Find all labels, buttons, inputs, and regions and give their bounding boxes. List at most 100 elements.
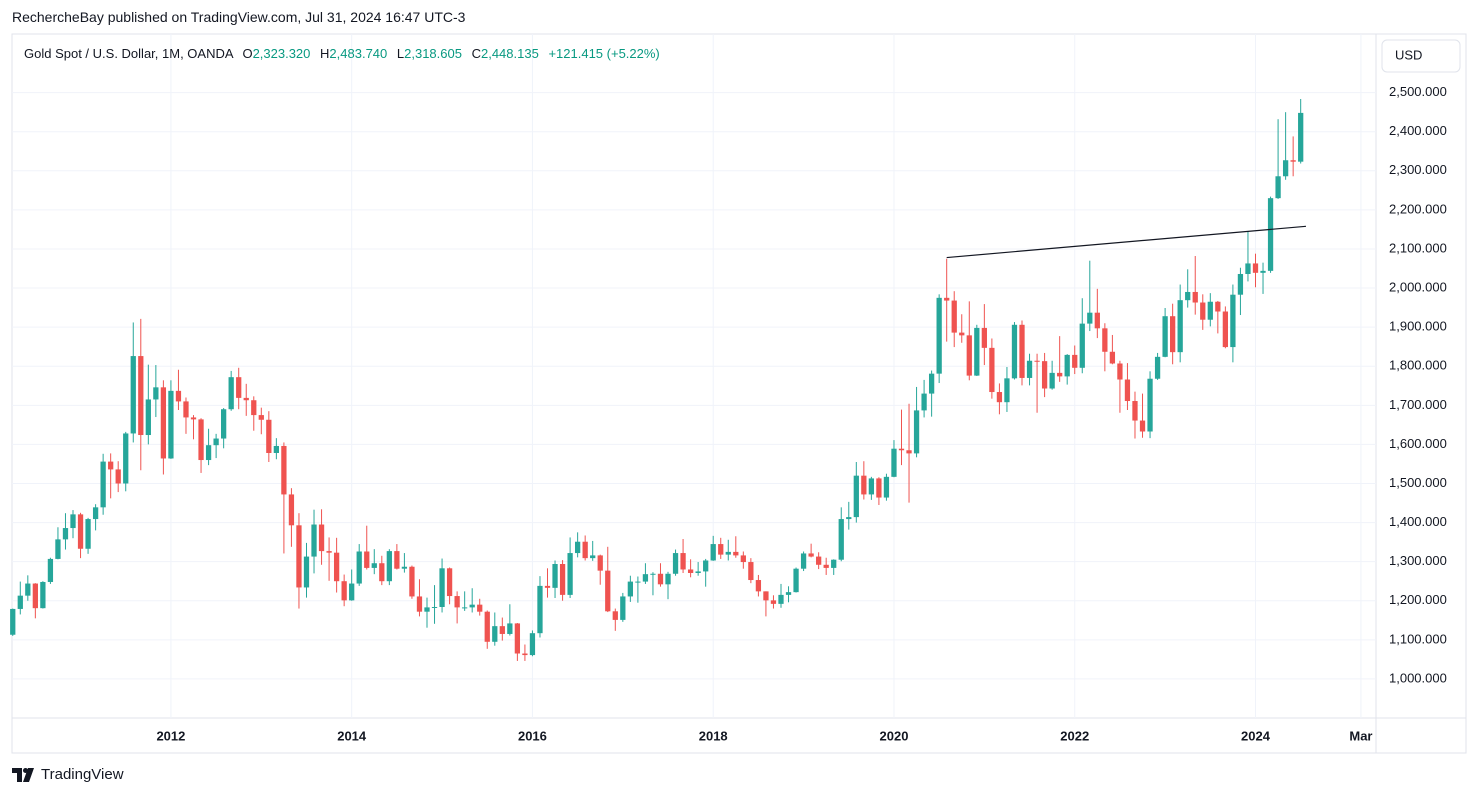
candle-body [153,387,159,400]
candle-body [1185,291,1191,301]
candle-body [326,551,332,553]
candle-body [409,566,415,597]
candle-body [108,461,114,470]
candle-body [1019,324,1025,378]
candle-body [605,570,611,612]
candle-body [62,528,69,540]
candle-body [800,553,807,569]
candle-body [1200,302,1206,320]
x-tick-label: 2016 [518,728,547,743]
candle-body [401,566,408,569]
logo-icon [12,767,34,782]
candle-body [364,551,370,568]
candle-body [823,564,829,568]
candle-body [846,517,852,520]
y-tick-label: 1,300.000 [1389,553,1447,568]
candle-body [100,461,106,508]
candle-body [424,607,430,612]
candle-body [537,585,543,634]
candle-body [251,400,257,416]
candle-body [944,297,950,301]
candle-body [341,581,347,601]
legend: Gold Spot / U.S. Dollar, 1M, OANDA O2,32… [24,46,660,61]
candle-body [891,448,897,477]
candle-body [612,611,618,620]
logo[interactable]: TradingView [12,766,124,783]
candle-body [672,553,679,574]
candle-body [1282,160,1289,177]
y-tick-label: 1,800.000 [1389,358,1447,373]
candle-body [1290,160,1296,162]
candle-body [333,552,340,582]
candle-body [1147,378,1153,432]
candle-body [311,524,317,557]
candle-body [974,327,980,376]
currency[interactable]: USD [1395,47,1422,62]
candle-body [10,608,16,635]
candle-body [77,514,84,549]
high-label: H [320,46,330,61]
candle-body [778,594,784,604]
candle-body [1154,356,1161,379]
currency-box[interactable] [1381,39,1461,73]
candle-body [996,392,1003,403]
candle-body [416,596,423,612]
chart-frame [11,33,1467,754]
candle-body [1267,198,1274,271]
candle-body [544,585,551,588]
candle-body [236,377,242,398]
y-tick-label: 2,400.000 [1389,123,1447,138]
candle-body [559,564,566,595]
candle-body [386,551,392,582]
candle-body [168,390,174,459]
candle-body [281,445,287,495]
candle-body [552,564,558,588]
candle-body [853,475,859,518]
candle-body [32,583,38,609]
candle-body [1275,176,1281,199]
candle-body [718,544,724,555]
y-tick-label: 1,500.000 [1389,475,1447,490]
y-tick-label: 1,200.000 [1389,592,1447,607]
candle-body [145,399,151,436]
candle-body [710,544,716,561]
y-tick-label: 1,000.000 [1389,670,1447,685]
candle-body [469,604,475,608]
candle-body [657,573,664,585]
candle-body [1298,112,1304,162]
candle-body [1034,360,1040,362]
trendline [946,225,1307,259]
candle-body [349,583,355,601]
candle-body [40,581,46,609]
candle-body [1162,316,1168,357]
x-tick-label: 2024 [1241,728,1271,743]
x-tick-label: 2012 [156,728,185,743]
candle-body [529,633,536,656]
candle-body [763,591,769,601]
candle-body [198,419,204,461]
candle-body [898,448,905,451]
candle-body [266,419,272,453]
y-tick-label: 2,200.000 [1389,201,1447,216]
candle-body [17,595,23,609]
candle-body [703,560,709,572]
change-value: +121.415 (+5.22%) [548,46,660,61]
y-tick-label: 1,400.000 [1389,514,1447,529]
candle-body [1079,323,1085,368]
candle-body [190,417,197,420]
candle-body [318,524,325,552]
candle-body [92,507,99,520]
y-tick-label: 1,900.000 [1389,319,1447,334]
candle-body [439,568,445,607]
candle-body [70,514,76,529]
candle-body [25,583,31,596]
candle-body [1237,273,1244,295]
candle-body [379,563,385,582]
candle-body [785,592,792,595]
candle-body [861,475,867,495]
candle-body [868,478,875,495]
candle-body [514,623,521,654]
candle-body [394,551,400,569]
